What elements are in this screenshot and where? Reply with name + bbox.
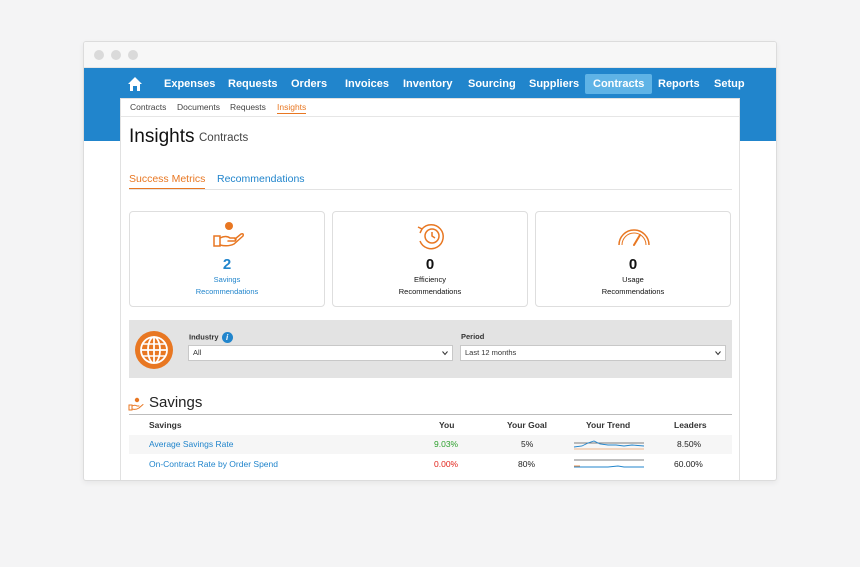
- goal-value: 80%: [518, 459, 536, 469]
- nav-invoices[interactable]: Invoices: [345, 78, 390, 90]
- nav-suppliers[interactable]: Suppliers: [529, 78, 580, 90]
- table-row: Average Savings Rate 9.03% 5% 8.50%: [129, 435, 732, 454]
- col-header-savings: Savings: [149, 420, 182, 430]
- card-savings-label: Savings: [213, 275, 241, 284]
- nav-inventory[interactable]: Inventory: [403, 78, 453, 90]
- window-minimize-dot[interactable]: [111, 50, 121, 60]
- you-value: 0.00%: [434, 459, 459, 469]
- savings-hand-icon: [128, 397, 144, 411]
- card-savings-recommendations[interactable]: 2 Savings Recommendations: [129, 211, 325, 307]
- col-header-you: You: [439, 420, 455, 430]
- nav-reports[interactable]: Reports: [658, 78, 700, 90]
- hand-coin-icon: [213, 222, 244, 247]
- period-select-value: Last 12 months: [465, 348, 517, 357]
- industry-select[interactable]: All: [188, 345, 453, 361]
- page-title: Insights: [129, 126, 195, 147]
- industry-label: Industry i: [189, 332, 233, 343]
- tab-recommendations[interactable]: Recommendations: [217, 173, 305, 185]
- col-header-leaders: Leaders: [674, 420, 707, 430]
- subnav-documents[interactable]: Documents: [177, 102, 220, 112]
- savings-divider: [129, 414, 732, 415]
- subnav-insights[interactable]: Insights: [277, 102, 307, 114]
- trend-sparkline: [574, 440, 644, 450]
- col-header-goal: Your Goal: [507, 420, 547, 430]
- period-label: Period: [461, 332, 485, 341]
- card-usage-label: Usage: [622, 275, 644, 284]
- card-efficiency-recommendations[interactable]: 0 Efficiency Recommendations: [332, 211, 528, 307]
- nav-contracts[interactable]: Contracts: [585, 74, 653, 94]
- window-zoom-dot[interactable]: [128, 50, 138, 60]
- subnav-contracts[interactable]: Contracts: [130, 102, 167, 112]
- card-efficiency-label: Efficiency: [414, 275, 446, 284]
- you-value: 9.03%: [434, 439, 459, 449]
- globe-icon: [135, 331, 173, 369]
- window-titlebar: [84, 42, 776, 68]
- card-usage-label-sub: Recommendations: [601, 287, 665, 296]
- metric-link[interactable]: Average Savings Rate: [149, 439, 234, 449]
- filter-bar: Industry i All Period Last 12 months: [129, 320, 732, 378]
- savings-section-title: Savings: [149, 394, 203, 411]
- industry-select-value: All: [193, 348, 202, 357]
- leaders-value: 8.50%: [677, 439, 702, 449]
- clock-refresh-icon: [417, 223, 444, 250]
- sub-nav: Contracts Documents Requests Insights: [121, 99, 739, 117]
- gauge-icon: [618, 229, 650, 246]
- period-select[interactable]: Last 12 months: [460, 345, 726, 361]
- leaders-value: 60.00%: [674, 459, 703, 469]
- nav-setup[interactable]: Setup: [714, 78, 745, 90]
- info-icon[interactable]: i: [221, 332, 233, 343]
- card-savings-label-sub: Recommendations: [195, 287, 259, 296]
- tab-success-metrics[interactable]: Success Metrics: [129, 173, 206, 189]
- card-usage-recommendations[interactable]: 0 Usage Recommendations: [535, 211, 731, 307]
- window-close-dot[interactable]: [94, 50, 104, 60]
- chevron-down-icon: [442, 351, 448, 356]
- chevron-down-icon: [715, 351, 721, 356]
- card-usage-value: 0: [628, 256, 638, 273]
- subnav-requests[interactable]: Requests: [230, 102, 266, 112]
- main-content: Contracts Documents Requests Insights In…: [120, 98, 740, 480]
- card-efficiency-value: 0: [425, 256, 435, 273]
- nav-requests[interactable]: Requests: [228, 78, 278, 90]
- col-header-trend: Your Trend: [586, 420, 631, 430]
- nav-orders[interactable]: Orders: [291, 78, 328, 90]
- browser-window: Expenses Requests Orders Invoices Invent…: [83, 41, 777, 481]
- page-subtitle: Contracts: [199, 132, 249, 144]
- card-efficiency-label-sub: Recommendations: [398, 287, 462, 296]
- nav-sourcing[interactable]: Sourcing: [468, 78, 516, 90]
- goal-value: 5%: [521, 439, 534, 449]
- nav-expenses[interactable]: Expenses: [164, 78, 216, 90]
- home-icon[interactable]: [127, 76, 143, 92]
- main-nav: Expenses Requests Orders Invoices Invent…: [84, 68, 776, 100]
- metric-link[interactable]: On-Contract Rate by Order Spend: [149, 459, 278, 469]
- insight-tabs: Success Metrics Recommendations: [129, 173, 732, 190]
- trend-sparkline: [574, 459, 644, 468]
- card-savings-value: 2: [222, 256, 232, 273]
- table-row: On-Contract Rate by Order Spend 0.00% 80…: [129, 455, 732, 474]
